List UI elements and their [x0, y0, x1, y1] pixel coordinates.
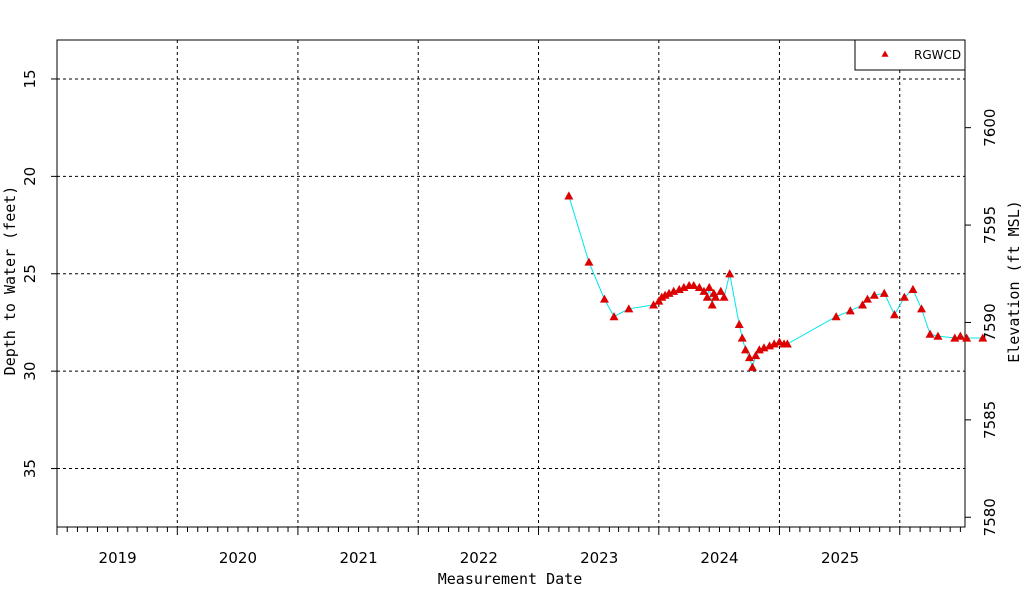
- data-point: [751, 351, 761, 360]
- series-line: [568, 195, 983, 370]
- y-axis-left-title: Depth to Water (feet): [1, 186, 19, 376]
- y-tick-label-right: 7580: [981, 498, 999, 536]
- data-point: [925, 329, 935, 338]
- data-point: [955, 331, 965, 340]
- x-tick-label: 2020: [219, 549, 257, 567]
- x-axis-title: Measurement Date: [438, 570, 583, 588]
- y-tick-label-left: 20: [21, 167, 39, 186]
- data-point: [737, 333, 747, 342]
- data-point: [707, 300, 717, 309]
- data-point: [734, 319, 744, 329]
- data-point: [711, 292, 721, 301]
- x-tick-label: 2025: [821, 549, 859, 567]
- data-point: [699, 286, 709, 295]
- data-point: [649, 300, 659, 309]
- data-point: [624, 304, 634, 313]
- y-tick-label-right: 7590: [981, 303, 999, 341]
- data-point: [978, 333, 988, 342]
- x-tick-label: 2024: [700, 549, 738, 567]
- data-point: [599, 294, 609, 303]
- legend-label: RGWCD: [914, 48, 961, 62]
- data-point: [862, 294, 872, 303]
- data-point: [702, 292, 712, 301]
- legend-box: [854, 39, 966, 71]
- data-point: [725, 269, 735, 278]
- data-point: [584, 257, 594, 266]
- data-point: [879, 288, 889, 297]
- data-point: [933, 331, 943, 340]
- legend: RGWCD: [854, 39, 966, 71]
- data-point: [747, 362, 757, 371]
- data-point: [704, 282, 714, 291]
- x-tick-label: 2022: [460, 549, 498, 567]
- y-tick-label-right: 7595: [981, 206, 999, 244]
- gridlines: [57, 40, 965, 527]
- y-axis-right-title: Elevation (ft MSL): [1005, 200, 1023, 363]
- series-markers: [564, 191, 988, 371]
- data-point: [845, 306, 855, 315]
- data-point: [719, 292, 729, 301]
- data-point: [916, 304, 926, 313]
- data-point: [689, 280, 699, 290]
- data-point: [694, 282, 704, 291]
- y-axis-left: 15 20 25 30 35: [21, 69, 57, 478]
- y-tick-label-left: 15: [21, 69, 39, 88]
- data-point: [857, 300, 867, 309]
- y-tick-label-left: 30: [21, 362, 39, 381]
- x-tick-label: 2021: [339, 549, 377, 567]
- data-point: [962, 333, 972, 342]
- y-tick-label-left: 25: [21, 264, 39, 283]
- y-axis-right: 7580 7585 7590 7595 7600: [965, 109, 999, 536]
- data-point: [908, 284, 918, 293]
- data-point: [899, 292, 909, 301]
- data-point: [889, 310, 899, 319]
- data-point: [831, 312, 841, 321]
- x-tick-label: 2023: [580, 549, 618, 567]
- data-point: [782, 339, 792, 348]
- data-point: [609, 312, 619, 321]
- plot-frame: [56, 39, 966, 528]
- data-point: [564, 191, 574, 200]
- legend-marker-icon: [881, 50, 889, 57]
- y-tick-label-left: 35: [21, 459, 39, 478]
- x-tick-label: 2019: [99, 549, 137, 567]
- x-axis: 2019 2020 2021 2022 2023 2024 2025: [56, 527, 961, 567]
- data-point: [740, 345, 750, 354]
- data-point: [774, 337, 784, 346]
- data-point: [869, 290, 879, 299]
- data-point: [716, 286, 726, 295]
- y-tick-label-right: 7585: [981, 401, 999, 439]
- y-tick-label-right: 7600: [981, 109, 999, 147]
